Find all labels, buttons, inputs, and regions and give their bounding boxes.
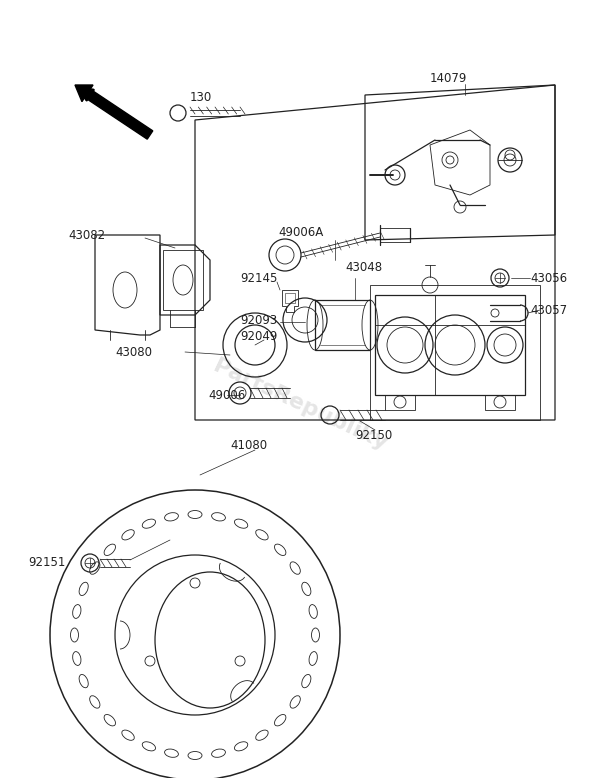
Text: 14079: 14079 [430, 72, 467, 85]
Bar [485, 395, 515, 410]
Text: 43057: 43057 [530, 303, 567, 317]
Text: 92145: 92145 [240, 272, 277, 285]
Bar [375, 295, 525, 395]
Text: 43048: 43048 [345, 261, 382, 274]
Text: 49006: 49006 [208, 388, 245, 401]
Bar [385, 395, 415, 410]
Bar [315, 300, 370, 350]
Text: 92150: 92150 [355, 429, 392, 441]
Text: 92151: 92151 [28, 556, 65, 569]
Text: 41080: 41080 [230, 439, 267, 451]
Text: 130: 130 [190, 90, 212, 103]
Bar [285, 293, 295, 303]
Text: 43082: 43082 [68, 229, 105, 241]
Bar [163, 250, 203, 310]
Text: 43056: 43056 [530, 272, 567, 285]
Text: 49006A: 49006A [278, 226, 323, 239]
Text: 92093: 92093 [240, 314, 277, 327]
FancyArrow shape [75, 85, 153, 139]
Text: PartsRepubliky: PartsRepubliky [210, 356, 390, 454]
Text: 43080: 43080 [115, 345, 152, 359]
Text: 92049: 92049 [240, 330, 277, 342]
